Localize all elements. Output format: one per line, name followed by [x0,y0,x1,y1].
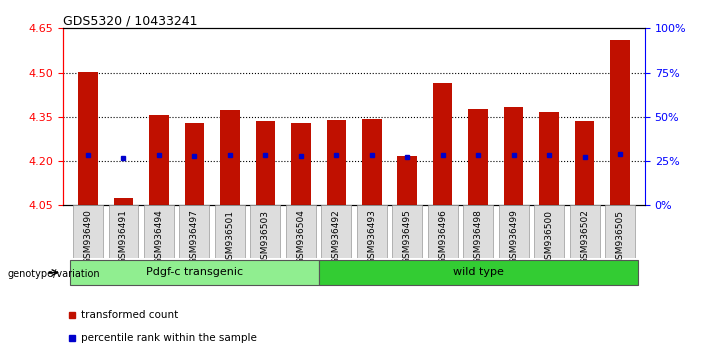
Bar [327,120,346,205]
Bar [504,107,524,205]
Bar [291,123,311,205]
Text: Pdgf-c transgenic: Pdgf-c transgenic [146,267,243,277]
Text: GSM936493: GSM936493 [367,210,376,264]
Text: GSM936503: GSM936503 [261,210,270,264]
FancyBboxPatch shape [393,205,422,258]
Bar [114,198,133,205]
Text: GSM936501: GSM936501 [225,210,234,264]
FancyBboxPatch shape [215,205,245,258]
FancyBboxPatch shape [463,205,493,258]
Text: transformed count: transformed count [81,310,178,320]
Text: GSM936499: GSM936499 [509,210,518,264]
Text: GSM936498: GSM936498 [474,210,483,264]
FancyBboxPatch shape [73,205,103,258]
Text: GDS5320 / 10433241: GDS5320 / 10433241 [63,14,198,27]
FancyBboxPatch shape [250,205,280,258]
Text: GSM936494: GSM936494 [154,210,163,264]
Text: GSM936492: GSM936492 [332,210,341,264]
FancyBboxPatch shape [605,205,635,258]
Text: GSM936496: GSM936496 [438,210,447,264]
Text: GSM936495: GSM936495 [402,210,411,264]
FancyBboxPatch shape [534,205,564,258]
Text: genotype/variation: genotype/variation [7,269,100,279]
FancyBboxPatch shape [357,205,387,258]
Bar [397,156,417,205]
Bar [256,121,275,205]
Text: wild type: wild type [453,267,503,277]
Text: GSM936491: GSM936491 [119,210,128,264]
Bar [362,119,381,205]
FancyBboxPatch shape [570,205,599,258]
FancyBboxPatch shape [286,205,315,258]
FancyBboxPatch shape [498,205,529,258]
Text: GSM936502: GSM936502 [580,210,589,264]
Bar [184,123,204,205]
Text: GSM936505: GSM936505 [615,210,625,264]
Bar [220,110,240,205]
Bar [611,40,629,205]
Bar [575,121,594,205]
Bar [79,72,97,205]
FancyBboxPatch shape [321,205,351,258]
Bar [433,83,452,205]
Text: GSM936497: GSM936497 [190,210,199,264]
FancyBboxPatch shape [70,260,318,285]
Bar [149,115,169,205]
Text: GSM936504: GSM936504 [297,210,306,264]
FancyBboxPatch shape [318,260,638,285]
Bar [539,112,559,205]
Text: GSM936490: GSM936490 [83,210,93,264]
FancyBboxPatch shape [179,205,210,258]
Bar [468,109,488,205]
FancyBboxPatch shape [428,205,458,258]
Text: percentile rank within the sample: percentile rank within the sample [81,333,257,343]
FancyBboxPatch shape [144,205,174,258]
FancyBboxPatch shape [109,205,138,258]
Text: GSM936500: GSM936500 [545,210,554,264]
